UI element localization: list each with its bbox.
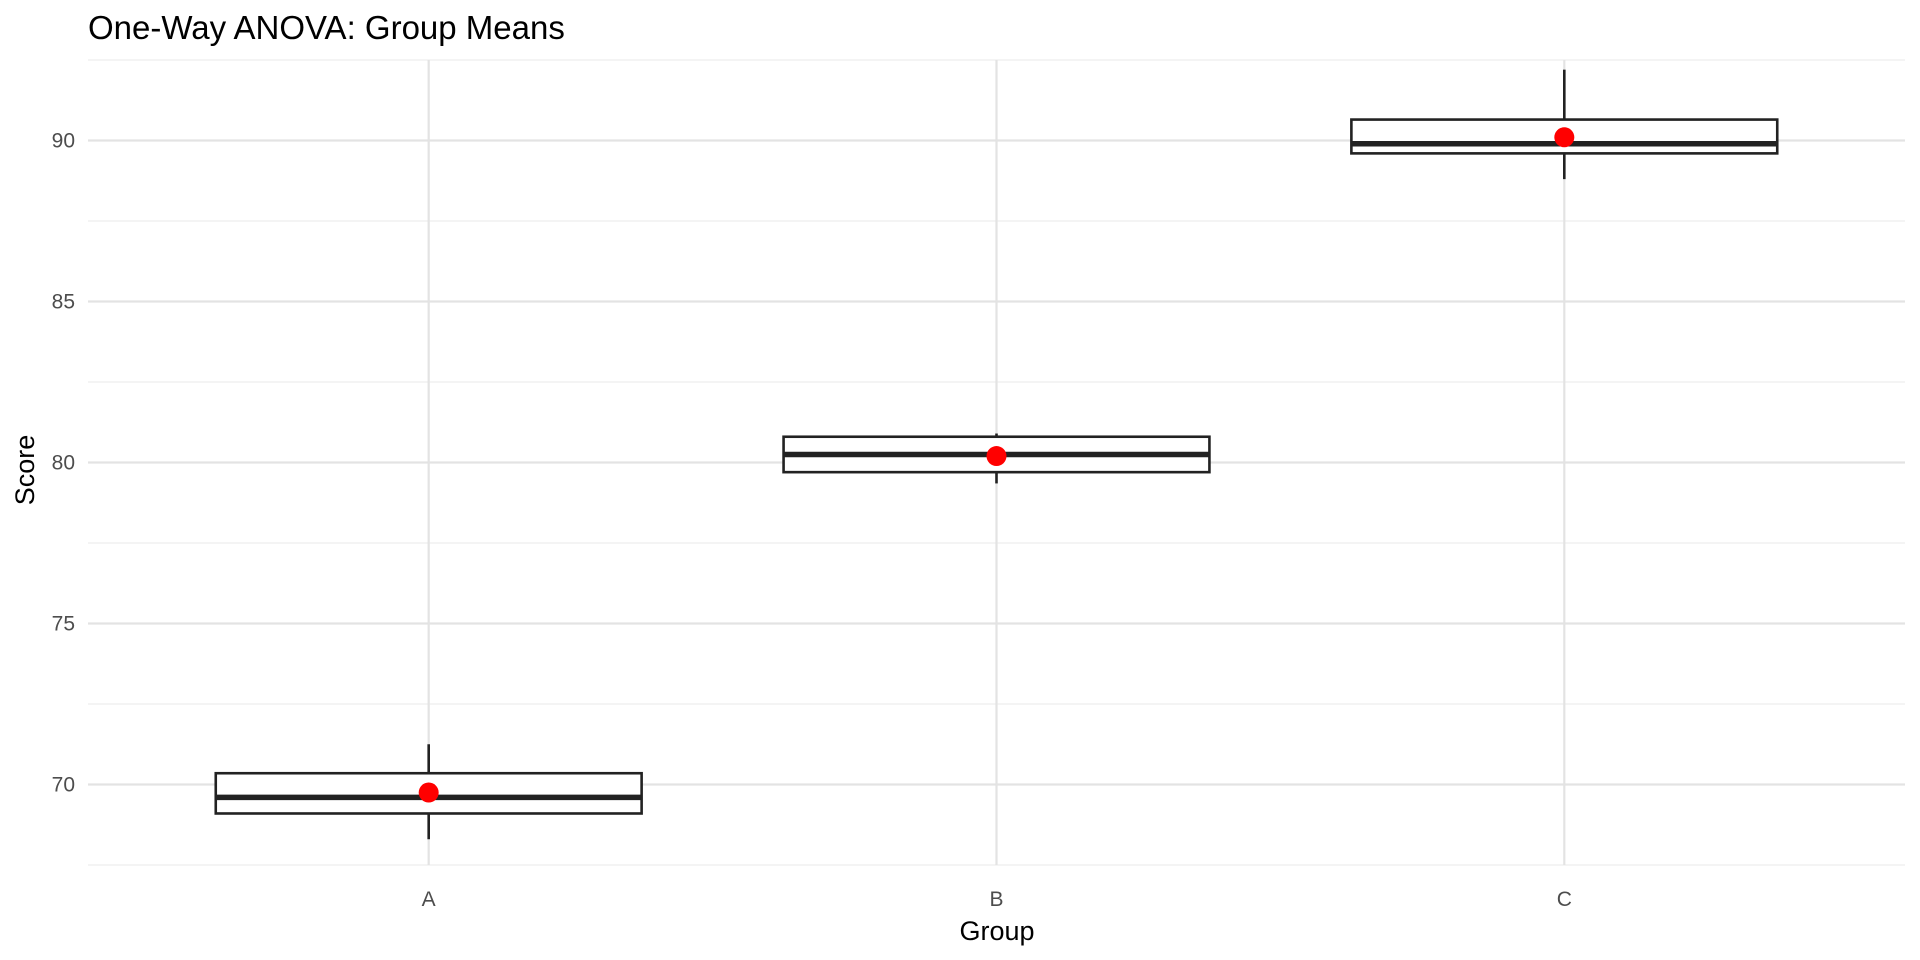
box-group-c — [1350, 69, 1779, 180]
y-tick-label: 70 — [52, 774, 75, 797]
y-tick-label: 90 — [52, 130, 75, 153]
boxes — [214, 69, 1779, 840]
box-group-b — [782, 433, 1211, 484]
x-axis-ticks: A B C — [422, 888, 1572, 911]
mean-point — [418, 782, 439, 803]
mean-point — [986, 446, 1007, 467]
y-axis-title: Score — [10, 435, 40, 506]
y-tick-label: 75 — [52, 613, 75, 636]
chart-title: One-Way ANOVA: Group Means — [88, 9, 565, 46]
y-axis-ticks: 70 75 80 85 90 — [52, 130, 75, 797]
box-group-a — [214, 744, 643, 840]
x-tick-label: C — [1557, 888, 1572, 911]
x-tick-label: B — [989, 888, 1003, 911]
y-tick-label: 85 — [52, 291, 75, 314]
x-tick-label: A — [422, 888, 436, 911]
y-tick-label: 80 — [52, 452, 75, 475]
mean-point — [1554, 127, 1575, 148]
x-axis-title: Group — [959, 916, 1034, 946]
